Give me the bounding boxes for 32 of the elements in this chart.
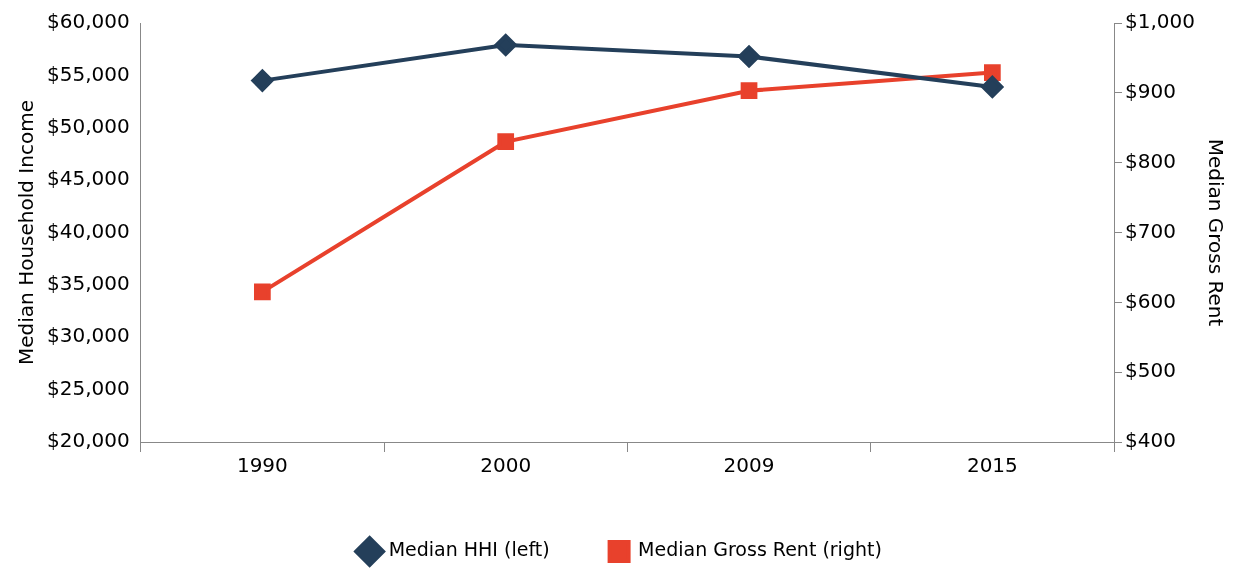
- point: [497, 133, 515, 151]
- x-tick-label: 2015: [966, 453, 1018, 478]
- legend-label: Median HHI (left): [388, 538, 550, 561]
- y-tick-label: $30,000: [46, 323, 130, 348]
- y-tick-label: $50,000: [46, 113, 130, 138]
- point: [983, 64, 1001, 81]
- y-tick-label: $60,000: [46, 9, 130, 34]
- y-tick-label: $20,000: [46, 428, 130, 453]
- y-tick-label: $45,000: [46, 166, 130, 191]
- point: [738, 45, 761, 68]
- point: [981, 75, 1004, 98]
- y-tick-label: $25,000: [46, 375, 130, 400]
- y2-tick-label: $900: [1125, 79, 1176, 104]
- y-axis-title: Median Household Income: [14, 100, 39, 365]
- x-tick-label: 2009: [723, 453, 775, 478]
- legend-label: Median Gross Rent (right): [638, 538, 882, 561]
- x-tick-label: 2000: [480, 453, 532, 478]
- y2-axis-title: Median Gross Rent: [1203, 138, 1228, 327]
- point: [254, 283, 271, 301]
- point: [740, 82, 758, 100]
- y2-tick-label: $700: [1125, 218, 1176, 243]
- y2-tick-label: $1,000: [1125, 9, 1195, 34]
- point: [251, 69, 274, 92]
- y2-tick-label: $400: [1125, 428, 1176, 453]
- x-tick-label: 1990: [236, 453, 288, 478]
- y-tick-label: $55,000: [46, 61, 130, 86]
- y-tick-label: $35,000: [46, 271, 130, 296]
- y2-tick-label: $800: [1125, 148, 1176, 173]
- y-tick-label: $40,000: [46, 218, 130, 243]
- point: [494, 34, 517, 56]
- y2-tick-label: $600: [1125, 288, 1176, 313]
- y2-tick-label: $500: [1125, 358, 1176, 383]
